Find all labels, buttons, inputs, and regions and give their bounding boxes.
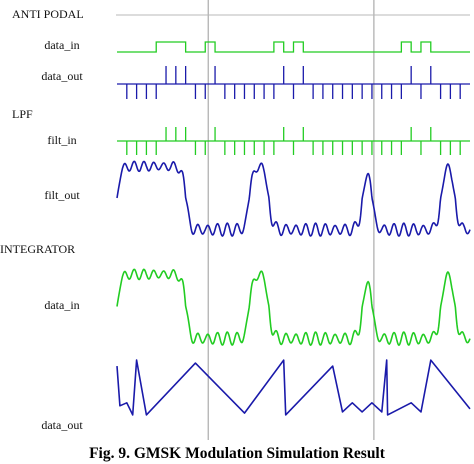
signal-label-integrator-data-in: data_in [44, 298, 79, 312]
signal-label-anti-podal-data-out: data_out [41, 69, 83, 83]
signal-label-integrator-data-out: data_out [41, 418, 83, 432]
signal-label-lpf-filt-out: filt_out [44, 188, 80, 202]
group-label-lpf: LPF [12, 107, 33, 121]
waveform-integrator-data-out [116, 359, 471, 416]
figure-caption: Fig. 9. GMSK Modulation Simulation Resul… [89, 445, 386, 462]
signal-label-lpf-filt-in: filt_in [47, 133, 76, 147]
waveform-integrator-data-in [116, 268, 471, 347]
group-label-integrator: INTEGRATOR [0, 242, 75, 256]
waveform-anti-podal-data-in [117, 41, 470, 53]
group-label-anti-podal: ANTI PODAL [12, 7, 84, 21]
signal-label-anti-podal-data-in: data_in [44, 38, 79, 52]
waveform-lpf-filt-out [116, 160, 471, 237]
